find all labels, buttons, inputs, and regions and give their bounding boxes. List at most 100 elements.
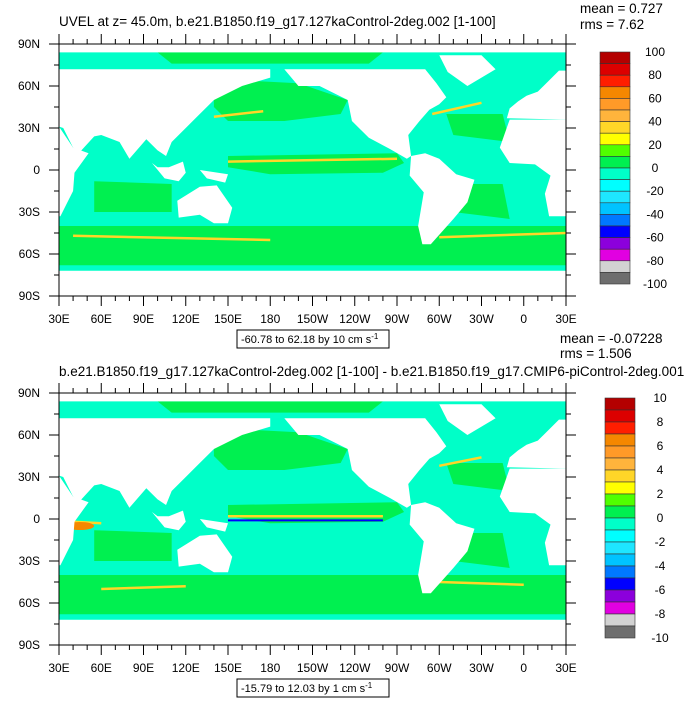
colorbar-label: 2 (657, 487, 664, 501)
colorbar-box (604, 445, 636, 459)
colorbar-label: 60 (648, 91, 662, 105)
lon-tick-label: 60W (427, 312, 452, 326)
lon-tick-label: 180 (260, 312, 280, 326)
colorbar-box (604, 493, 636, 507)
lat-tick-label: 90S (19, 289, 40, 303)
land-mask (284, 418, 447, 508)
lat-tick-label: 0 (33, 512, 40, 526)
range-box (236, 329, 390, 349)
land-mask (151, 161, 186, 182)
colorbar-box (599, 248, 631, 262)
land-mask (177, 534, 233, 573)
colorbar-label: 4 (657, 463, 664, 477)
colorbar-label: -2 (655, 535, 666, 549)
unit-exponent: -1 (371, 332, 379, 341)
lon-tick-label: 120E (172, 661, 200, 675)
lon-tick-label: 30W (469, 312, 494, 326)
colorbar-box (604, 577, 636, 591)
lon-tick-label: 120W (339, 661, 371, 675)
colorbar-box (604, 625, 636, 639)
contour-range-label: -60.78 to 62.18 by 10 cm s-1 (236, 329, 390, 349)
lon-tick-label: 60E (91, 661, 112, 675)
rms-stat: rms = 7.62 (580, 17, 644, 32)
panel-difference: b.e21.B1850.f19_g17.127kaControl-2deg.00… (18, 331, 684, 698)
lon-tick-label: 90W (385, 661, 410, 675)
colorbar-label: 8 (657, 415, 664, 429)
range-text: -15.79 to 12.03 by 1 cm s-1 (241, 681, 373, 695)
lon-tick-label: 0 (520, 312, 527, 326)
contour-region (59, 575, 566, 615)
lon-tick-label: 30W (469, 661, 494, 675)
colorbar-label: -40 (646, 207, 664, 221)
colorbar-box (604, 409, 636, 423)
contour-region (213, 428, 348, 470)
jet-contour (73, 520, 102, 525)
range-text: -60.78 to 62.18 by 10 cm s-1 (241, 332, 379, 346)
lat-tick-label: 30N (18, 470, 40, 484)
colorbar-label: -8 (655, 607, 666, 621)
land-mask (499, 119, 566, 217)
lat-tick-label: 90S (19, 638, 40, 652)
colorbar-box (604, 613, 636, 627)
jet-contour (439, 456, 482, 468)
colorbar-box (599, 109, 631, 122)
colorbar-box (604, 481, 636, 495)
land-mask (409, 502, 475, 594)
colorbar-box (599, 260, 631, 273)
colorbar-box (604, 397, 636, 411)
colorbar-box (604, 541, 636, 555)
contour-region (228, 502, 405, 524)
lat-tick-label: 30S (19, 205, 40, 219)
jet-contour (227, 157, 398, 163)
jet-contour (101, 584, 186, 591)
colorbar-box (604, 589, 636, 603)
colorbar-box (604, 601, 636, 615)
colorbar-box (599, 74, 631, 88)
colorbar-box (604, 565, 636, 579)
lon-tick-label: 0 (520, 661, 527, 675)
panel-title: UVEL at z= 45.0m, b.e21.B1850.f19_g17.12… (59, 14, 496, 29)
contour-region (228, 153, 405, 175)
colorbar-box (599, 237, 631, 250)
lat-tick-label: 60S (19, 596, 40, 610)
colorbar-label: -80 (646, 254, 664, 268)
lat-tick-label: 90N (18, 386, 40, 400)
colorbar-label: 40 (648, 115, 662, 129)
colorbar-box (599, 214, 631, 227)
colorbar-label: 100 (645, 45, 665, 59)
colorbar-label: -4 (655, 559, 666, 573)
contour-range-label: -15.79 to 12.03 by 1 cm s-1 (236, 678, 390, 698)
land-mask (59, 393, 566, 402)
lat-tick-label: 60N (18, 428, 40, 442)
land-mask (409, 153, 475, 245)
land-mask (151, 510, 186, 531)
lon-tick-label: 30E (555, 312, 576, 326)
colorbar-label: -60 (646, 231, 664, 245)
lon-tick-label: 90E (133, 312, 154, 326)
land-mask (439, 404, 496, 435)
colorbar-label: 10 (653, 391, 667, 405)
colorbar-box (604, 457, 636, 471)
land-mask (59, 270, 566, 296)
unit-exponent: -1 (365, 681, 373, 690)
colorbar-box (599, 179, 631, 192)
contour-region (59, 226, 566, 266)
colorbar-label: -6 (655, 583, 666, 597)
colorbar-box (599, 86, 631, 99)
jet-contour (213, 109, 264, 119)
land-mask (59, 69, 271, 159)
land-mask (59, 475, 89, 566)
lat-tick-label: 30N (18, 121, 40, 135)
colorbar-label: 0 (652, 161, 659, 175)
colorbar-label: -20 (646, 184, 664, 198)
colorbar-label: 6 (657, 439, 664, 453)
panel-uvel: UVEL at z= 45.0m, b.e21.B1850.f19_g17.12… (18, 1, 667, 349)
lon-tick-label: 30E (555, 661, 576, 675)
contour-region (94, 181, 172, 212)
land-mask (59, 126, 89, 217)
lat-tick-label: 0 (33, 163, 40, 177)
lon-tick-label: 150E (214, 661, 242, 675)
land-mask (499, 468, 566, 566)
colorbar-box (599, 272, 631, 285)
